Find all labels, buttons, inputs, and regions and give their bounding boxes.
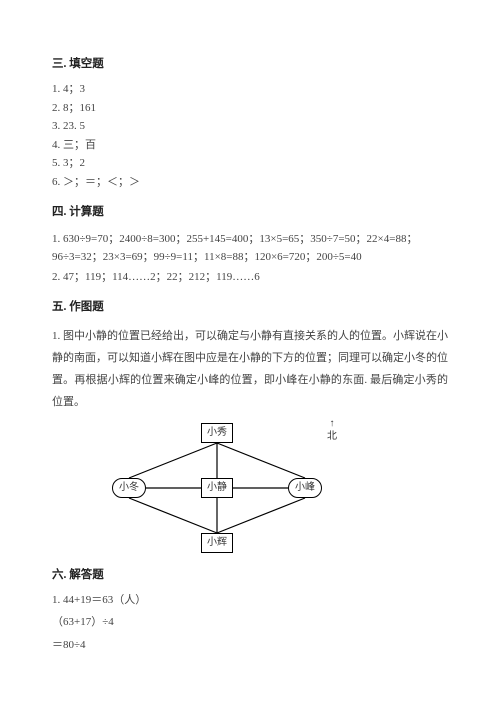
s3-item: 5. 3；2 [52, 155, 448, 172]
s3-item: 6. ＞；＝；＜；＞ [52, 174, 448, 191]
s4-line1: 1. 630÷9=70；2400÷8=300；255+145=400；13×5=… [52, 230, 448, 267]
s3-item: 1. 4；3 [52, 81, 448, 98]
s6-line: （63+17）÷4 [52, 614, 448, 631]
diagram-container: 小秀 小冬 小静 小峰 小辉 ↑ 北 [112, 423, 372, 553]
section5-title: 五. 作图题 [52, 299, 448, 316]
node-right: 小峰 [288, 478, 322, 498]
s3-item: 4. 三；百 [52, 137, 448, 154]
s6-line: ＝80÷4 [52, 637, 448, 654]
s5-paragraph: 1. 图中小静的位置已经给出，可以确定与小静有直接关系的人的位置。小辉说在小静的… [52, 325, 448, 413]
node-left: 小冬 [112, 478, 146, 498]
position-diagram: 小秀 小冬 小静 小峰 小辉 [112, 423, 322, 553]
section3-list: 1. 4；3 2. 8；161 3. 23. 5 4. 三；百 5. 3；2 6… [52, 81, 448, 190]
north-label: 北 [327, 429, 337, 444]
s6-line: 1. 44+19＝63（人） [52, 592, 448, 609]
section6-title: 六. 解答题 [52, 567, 448, 584]
s4-line2: 2. 47；119；114……2；22；212；119……6 [52, 269, 448, 286]
north-arrow-icon: ↑ [327, 419, 337, 429]
node-bottom: 小辉 [201, 533, 233, 553]
s3-item: 2. 8；161 [52, 100, 448, 117]
north-indicator: ↑ 北 [327, 419, 337, 444]
s3-item: 3. 23. 5 [52, 118, 448, 135]
section3-title: 三. 填空题 [52, 56, 448, 73]
node-center: 小静 [201, 478, 233, 498]
section4-title: 四. 计算题 [52, 204, 448, 221]
section6-answers: 1. 44+19＝63（人） （63+17）÷4 ＝80÷4 [52, 592, 448, 654]
node-top: 小秀 [201, 423, 233, 443]
